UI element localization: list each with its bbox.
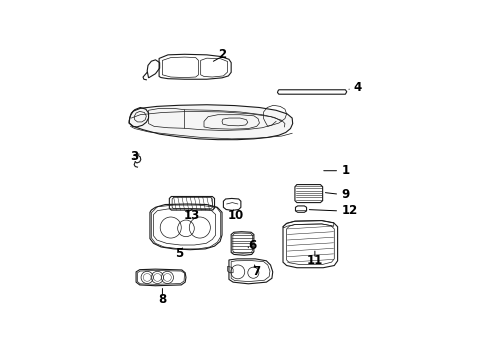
Text: 2: 2 — [218, 48, 226, 61]
Text: 1: 1 — [341, 164, 349, 177]
Text: 8: 8 — [158, 293, 167, 306]
Text: 12: 12 — [341, 204, 358, 217]
Text: 3: 3 — [130, 150, 139, 163]
Text: 7: 7 — [253, 265, 261, 278]
Text: 10: 10 — [228, 208, 244, 221]
Text: 5: 5 — [175, 247, 183, 260]
Text: 4: 4 — [354, 81, 362, 94]
Polygon shape — [129, 105, 293, 140]
Text: 6: 6 — [248, 239, 257, 252]
Text: 13: 13 — [183, 208, 199, 221]
Text: 11: 11 — [307, 254, 323, 267]
Text: 9: 9 — [341, 188, 349, 201]
